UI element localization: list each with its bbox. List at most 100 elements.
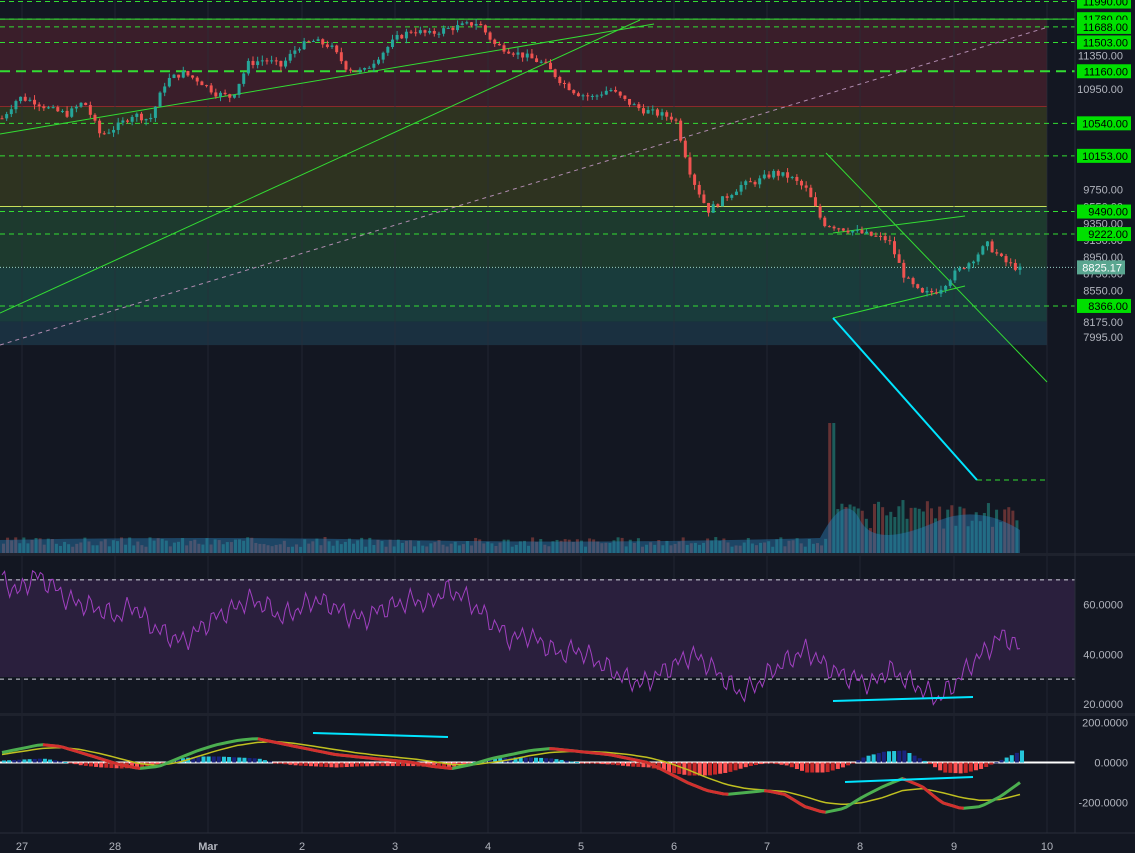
level-badge-0 <box>1077 0 1131 9</box>
volume-bar <box>579 540 583 553</box>
volume-bar <box>233 539 237 553</box>
volume-bar <box>783 546 787 553</box>
macd-hist-bar <box>73 762 78 765</box>
candle-body <box>177 74 181 78</box>
macd-hist-bar <box>155 762 160 765</box>
candle-body <box>744 181 748 186</box>
candle-body <box>609 90 613 92</box>
rsi-pane[interactable] <box>0 569 1075 706</box>
volume-bar <box>417 540 421 553</box>
volume-bar <box>632 542 636 553</box>
macd-hist-bar <box>672 762 677 774</box>
volume-bar <box>26 543 30 553</box>
candle-body <box>665 112 669 117</box>
macd-hist-bar <box>728 762 733 772</box>
candle-body <box>246 60 250 74</box>
volume-bar <box>437 540 441 553</box>
candle-body <box>256 61 260 66</box>
volume-bar <box>449 543 453 553</box>
macd-hist-bar <box>221 756 226 763</box>
volume-bar <box>50 538 54 553</box>
macd-hist-bar <box>365 762 370 767</box>
candle-body <box>721 196 725 207</box>
macd-hist-bar <box>554 759 559 763</box>
volume-bar <box>722 538 726 553</box>
volume-bar <box>640 546 644 553</box>
macd-hist-bar <box>262 760 267 763</box>
volume-bar <box>409 540 412 553</box>
volume-bar <box>270 546 274 553</box>
macd-hist-bar <box>661 762 666 772</box>
volume-bar <box>571 542 575 553</box>
macd-hist-bar <box>53 760 58 763</box>
macd-hist-bar <box>211 756 216 763</box>
macd-hist-bar <box>242 757 247 763</box>
price-tick-1: 10950.00 <box>1077 84 1123 96</box>
volume-bar <box>938 506 942 553</box>
macd-hist-bar <box>390 762 395 767</box>
candle-body <box>999 253 1003 257</box>
volume-bar <box>303 539 307 553</box>
candle-body <box>237 83 241 95</box>
volume-bar <box>315 538 319 553</box>
candle-body <box>730 195 734 198</box>
candle-body <box>953 270 957 281</box>
macd-hist-bar <box>999 759 1004 763</box>
macd-hist-bar <box>150 762 155 766</box>
macd-hist-bar <box>963 762 968 773</box>
candle-body <box>772 170 776 178</box>
candle-body <box>437 33 441 35</box>
volume-bar <box>311 541 315 553</box>
volume-bar <box>441 544 445 553</box>
candle-body <box>293 50 297 54</box>
macd-hist-bar <box>344 762 349 767</box>
volume-bar <box>852 506 856 553</box>
volume-bar <box>522 540 526 553</box>
rsi-divergence-line <box>832 696 974 702</box>
volume-bar <box>673 543 677 553</box>
time-axis[interactable]: 27 28 Mar 2 3 4 5 6 7 8 9 10 <box>16 841 1053 853</box>
volume-bar <box>506 539 510 553</box>
macd-pane[interactable] <box>0 732 1075 814</box>
volume-bar <box>771 546 775 553</box>
macd-hist-bar <box>78 762 83 766</box>
volume-bar <box>14 537 18 553</box>
volume-bar <box>710 540 714 553</box>
macd-hist-bar <box>467 762 472 764</box>
price-grid <box>21 0 1048 833</box>
candle-body <box>488 32 492 40</box>
volume-bar <box>685 544 689 553</box>
candle-body <box>70 108 74 117</box>
candle-body <box>897 254 901 263</box>
volume-bar <box>620 537 624 553</box>
macd-hist-bar <box>815 762 820 773</box>
macd-hist-bar <box>917 758 922 763</box>
macd-hist-bar <box>191 757 196 763</box>
candle-body <box>804 185 808 188</box>
volume-bar <box>172 542 176 553</box>
macd-hist-bar <box>2 760 6 763</box>
candle-body <box>823 217 827 227</box>
price-tick-8: 8550.00 <box>1083 286 1123 298</box>
trendline-2 <box>0 27 1046 346</box>
volume-bar <box>274 544 278 553</box>
candle-body <box>623 95 627 99</box>
candle-body <box>892 241 896 255</box>
macd-hist-bar <box>385 762 390 767</box>
macd-hist-bar <box>99 762 104 768</box>
candle-body <box>786 172 790 178</box>
macd-hist-bar <box>902 750 907 763</box>
volume-bar <box>669 545 673 553</box>
time-tick-11: 10 <box>1041 841 1053 853</box>
volume-bar <box>156 538 160 553</box>
price-pane[interactable] <box>0 0 1075 833</box>
macd-hist-bar <box>354 762 359 767</box>
volume-bar <box>38 538 42 553</box>
volume-bar <box>779 537 783 553</box>
macd-hist-bar <box>104 762 109 768</box>
price-axis[interactable]: 11350.0010950.009750.009550.009350.00915… <box>1076 0 1135 833</box>
macd-hist-bar <box>707 762 712 776</box>
candle-body <box>5 114 9 119</box>
macd-hist-bar <box>523 757 528 763</box>
